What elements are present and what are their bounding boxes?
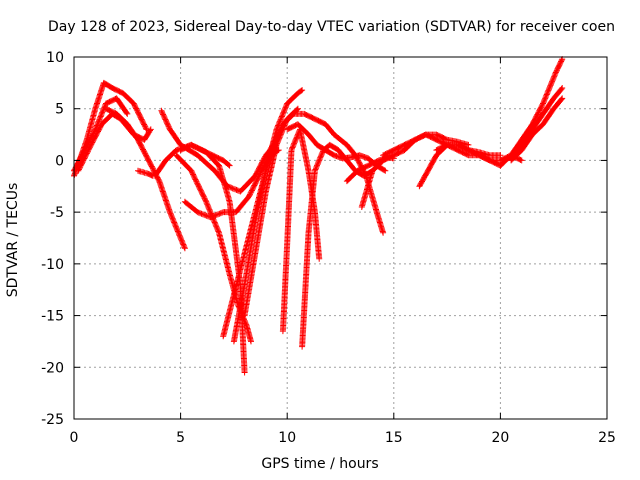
series-markers	[508, 95, 566, 164]
y-tick-label: 5	[55, 102, 64, 118]
x-tick-label: 20	[491, 430, 509, 446]
series-sat-e	[135, 167, 156, 179]
series-sat-t	[380, 131, 472, 159]
series-markers	[177, 141, 233, 169]
series-sat-q	[299, 141, 376, 350]
y-tick-label: 0	[55, 153, 64, 169]
series-sat-j	[173, 152, 254, 345]
x-tick-label: 15	[385, 430, 403, 446]
series-sat-w	[497, 56, 566, 169]
series-markers	[497, 56, 566, 169]
series-markers	[510, 85, 566, 159]
y-tick-label: -20	[41, 360, 64, 376]
series-markers	[299, 141, 376, 350]
y-axis-label: SDTVAR / TECUs	[5, 182, 21, 298]
x-axis-label: GPS time / hours	[261, 456, 379, 472]
series-markers	[380, 131, 472, 159]
axis-ticks: 0 5 10 15 20 25 -25 -20 -15 -10 -5 0 5 10	[41, 50, 616, 446]
x-tick-label: 25	[598, 430, 616, 446]
y-tick-label: -10	[41, 257, 64, 273]
series-sat-y	[508, 95, 566, 164]
series-markers	[173, 152, 254, 345]
series-markers	[279, 126, 323, 335]
data-series	[71, 56, 566, 376]
y-tick-label: -5	[50, 205, 64, 221]
chart-title: Day 128 of 2023, Sidereal Day-to-day VTE…	[48, 19, 615, 35]
series-sat-x	[510, 85, 566, 159]
series-markers	[358, 131, 504, 210]
y-tick-label: -15	[41, 309, 64, 325]
grid-lines	[74, 57, 607, 419]
series-sat-d	[103, 105, 188, 252]
series-sat-s	[358, 131, 504, 210]
series-sat-o	[279, 126, 323, 335]
x-tick-label: 10	[278, 430, 296, 446]
x-tick-label: 0	[70, 430, 79, 446]
y-tick-label: -25	[41, 412, 64, 428]
series-markers	[135, 167, 156, 179]
y-tick-label: 10	[46, 50, 64, 66]
x-tick-label: 5	[176, 430, 185, 446]
series-sat-i	[177, 141, 233, 169]
series-markers	[103, 105, 188, 252]
plot-frame	[73, 56, 608, 420]
